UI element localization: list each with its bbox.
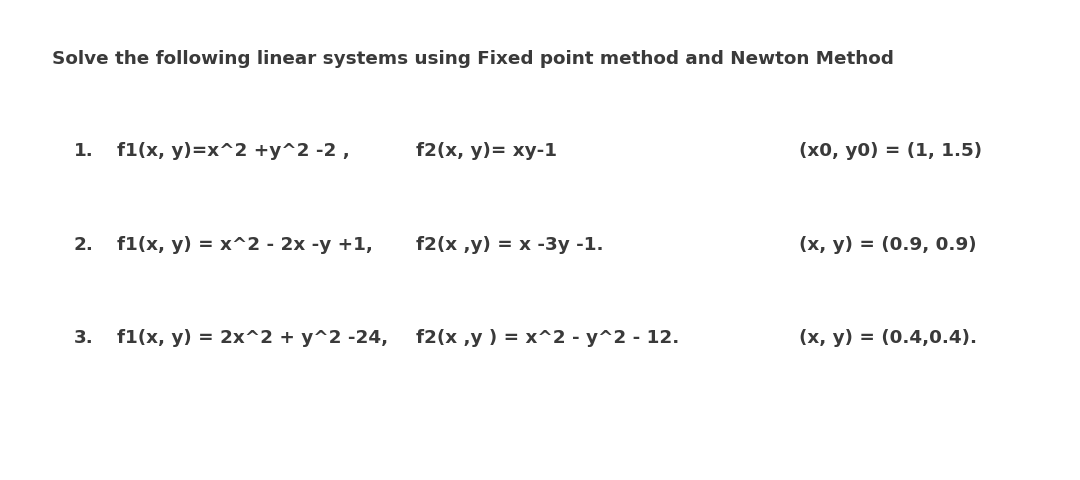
Text: f2(x ,y) = x -3y -1.: f2(x ,y) = x -3y -1.	[416, 236, 604, 254]
Text: 3.: 3.	[73, 329, 93, 348]
Text: (x, y) = (0.4,0.4).: (x, y) = (0.4,0.4).	[799, 329, 977, 348]
Text: Solve the following linear systems using Fixed point method and Newton Method: Solve the following linear systems using…	[52, 50, 894, 68]
Text: (x0, y0) = (1, 1.5): (x0, y0) = (1, 1.5)	[799, 142, 983, 160]
Text: f2(x ,y ) = x^2 - y^2 - 12.: f2(x ,y ) = x^2 - y^2 - 12.	[416, 329, 679, 348]
Text: (x, y) = (0.9, 0.9): (x, y) = (0.9, 0.9)	[799, 236, 976, 254]
Text: 2.: 2.	[73, 236, 93, 254]
Text: 1.: 1.	[73, 142, 93, 160]
Text: f1(x, y) = x^2 - 2x -y +1,: f1(x, y) = x^2 - 2x -y +1,	[117, 236, 373, 254]
Text: f1(x, y)=x^2 +y^2 -2 ,: f1(x, y)=x^2 +y^2 -2 ,	[117, 142, 350, 160]
Text: f2(x, y)= xy-1: f2(x, y)= xy-1	[416, 142, 557, 160]
Text: f1(x, y) = 2x^2 + y^2 -24,: f1(x, y) = 2x^2 + y^2 -24,	[117, 329, 388, 348]
